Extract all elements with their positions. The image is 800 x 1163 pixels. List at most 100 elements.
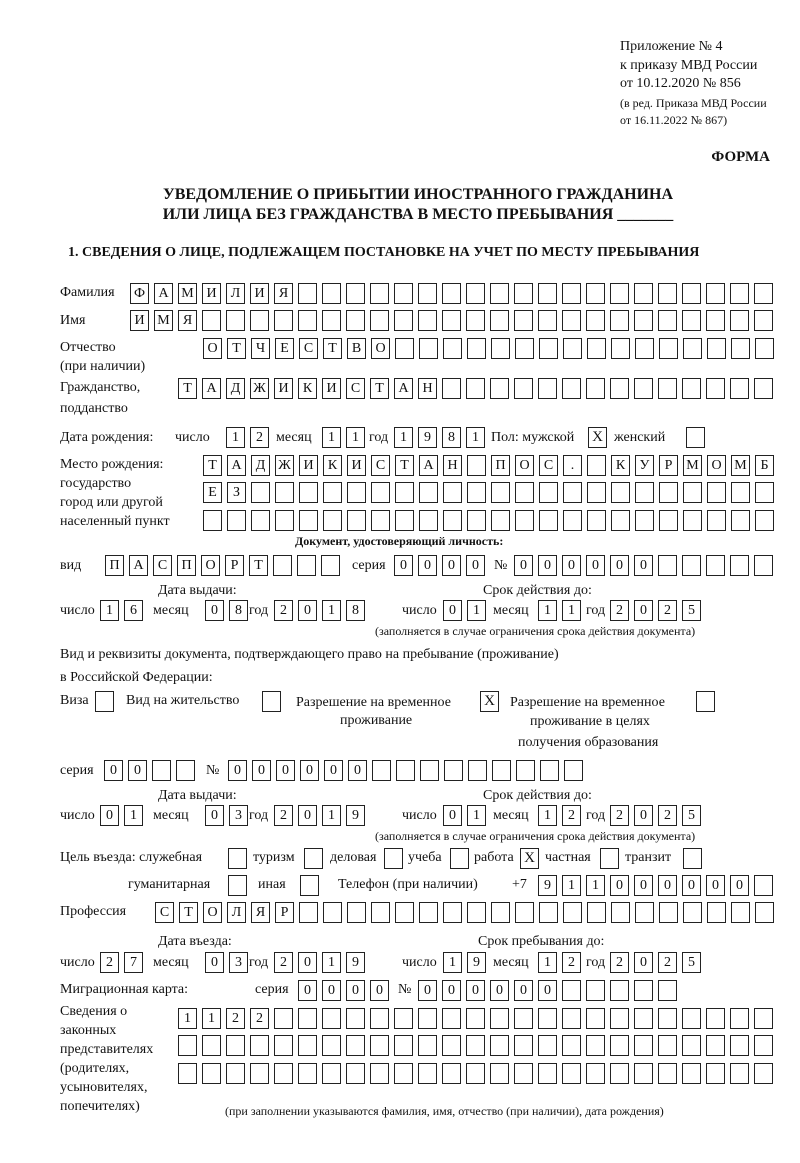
char-cell[interactable] xyxy=(394,1063,413,1084)
char-cell[interactable] xyxy=(659,482,678,503)
char-cell[interactable] xyxy=(610,283,629,304)
char-cell[interactable] xyxy=(466,1035,485,1056)
char-cell[interactable]: 6 xyxy=(124,600,143,621)
char-cell[interactable] xyxy=(202,1035,221,1056)
char-cell[interactable] xyxy=(346,310,365,331)
char-cell[interactable]: 0 xyxy=(348,760,367,781)
char-cell[interactable]: 1 xyxy=(322,600,341,621)
char-cell[interactable]: 1 xyxy=(226,427,245,448)
char-cell[interactable] xyxy=(706,378,725,399)
char-cell[interactable] xyxy=(562,1035,581,1056)
char-cell[interactable]: О xyxy=(203,902,222,923)
char-cell[interactable] xyxy=(562,378,581,399)
char-cell[interactable] xyxy=(562,310,581,331)
char-cell[interactable] xyxy=(250,310,269,331)
char-cell[interactable] xyxy=(418,1035,437,1056)
char-cell[interactable]: 0 xyxy=(298,980,317,1001)
char-cell[interactable] xyxy=(275,510,294,531)
char-cell[interactable]: Л xyxy=(226,283,245,304)
char-cell[interactable]: М xyxy=(178,283,197,304)
char-cell[interactable] xyxy=(562,980,581,1001)
char-cell[interactable] xyxy=(467,455,486,476)
char-cell[interactable]: 1 xyxy=(562,875,581,896)
char-cell[interactable]: К xyxy=(611,455,630,476)
char-cell[interactable] xyxy=(730,1008,749,1029)
char-cell[interactable] xyxy=(658,378,677,399)
char-cell[interactable] xyxy=(539,482,558,503)
char-cell[interactable] xyxy=(418,310,437,331)
char-cell[interactable] xyxy=(514,283,533,304)
char-cell[interactable] xyxy=(394,283,413,304)
char-cell[interactable] xyxy=(586,310,605,331)
char-cell[interactable]: У xyxy=(635,455,654,476)
char-cell[interactable] xyxy=(610,378,629,399)
char-cell[interactable] xyxy=(658,555,677,576)
char-cell[interactable] xyxy=(635,338,654,359)
char-cell[interactable]: 2 xyxy=(274,805,293,826)
char-cell[interactable] xyxy=(297,555,316,576)
char-cell[interactable] xyxy=(347,482,366,503)
char-cell[interactable] xyxy=(322,1063,341,1084)
char-cell[interactable] xyxy=(682,283,701,304)
char-cell[interactable] xyxy=(466,283,485,304)
char-cell[interactable] xyxy=(298,1035,317,1056)
char-cell[interactable] xyxy=(587,902,606,923)
char-cell[interactable] xyxy=(563,482,582,503)
char-cell[interactable]: 1 xyxy=(346,427,365,448)
char-cell[interactable] xyxy=(586,980,605,1001)
char-cell[interactable] xyxy=(730,283,749,304)
char-cell[interactable] xyxy=(202,310,221,331)
char-cell[interactable]: 0 xyxy=(634,805,653,826)
char-cell[interactable]: К xyxy=(298,378,317,399)
char-cell[interactable]: 0 xyxy=(346,980,365,1001)
char-cell[interactable]: Д xyxy=(251,455,270,476)
char-cell[interactable] xyxy=(466,1008,485,1029)
char-cell[interactable]: С xyxy=(539,455,558,476)
char-cell[interactable]: С xyxy=(155,902,174,923)
char-cell[interactable] xyxy=(226,310,245,331)
char-cell[interactable] xyxy=(563,510,582,531)
char-cell[interactable] xyxy=(635,482,654,503)
char-cell[interactable] xyxy=(754,1008,773,1029)
char-cell[interactable] xyxy=(394,1008,413,1029)
char-cell[interactable]: 8 xyxy=(442,427,461,448)
char-cell[interactable] xyxy=(610,310,629,331)
char-cell[interactable]: 0 xyxy=(370,980,389,1001)
char-cell[interactable]: 0 xyxy=(538,555,557,576)
char-cell[interactable]: 0 xyxy=(634,555,653,576)
char-cell[interactable] xyxy=(682,1035,701,1056)
char-cell[interactable] xyxy=(515,510,534,531)
char-cell[interactable]: 0 xyxy=(538,980,557,1001)
char-cell[interactable] xyxy=(395,902,414,923)
char-cell[interactable] xyxy=(562,283,581,304)
char-cell[interactable]: 0 xyxy=(205,600,224,621)
char-cell[interactable] xyxy=(371,510,390,531)
char-cell[interactable]: О xyxy=(515,455,534,476)
char-cell[interactable] xyxy=(394,310,413,331)
char-cell[interactable]: 0 xyxy=(298,952,317,973)
char-cell[interactable]: 0 xyxy=(610,875,629,896)
char-cell[interactable] xyxy=(371,482,390,503)
char-cell[interactable]: В xyxy=(347,338,366,359)
char-cell[interactable]: Ф xyxy=(130,283,149,304)
char-cell[interactable]: 1 xyxy=(394,427,413,448)
char-cell[interactable] xyxy=(442,1063,461,1084)
char-cell[interactable]: 0 xyxy=(562,555,581,576)
char-cell[interactable] xyxy=(538,310,557,331)
char-cell[interactable] xyxy=(419,482,438,503)
char-cell[interactable]: 5 xyxy=(682,805,701,826)
char-cell[interactable]: 2 xyxy=(658,805,677,826)
char-cell[interactable] xyxy=(659,510,678,531)
char-cell[interactable]: 2 xyxy=(274,952,293,973)
char-cell[interactable]: 0 xyxy=(128,760,147,781)
char-cell[interactable]: 2 xyxy=(658,600,677,621)
char-cell[interactable] xyxy=(707,338,726,359)
char-cell[interactable] xyxy=(322,1008,341,1029)
char-cell[interactable] xyxy=(659,338,678,359)
char-cell[interactable] xyxy=(250,1035,269,1056)
char-cell[interactable] xyxy=(514,1035,533,1056)
char-cell[interactable] xyxy=(683,902,702,923)
char-cell[interactable]: И xyxy=(130,310,149,331)
char-cell[interactable] xyxy=(731,338,750,359)
char-cell[interactable]: Н xyxy=(418,378,437,399)
